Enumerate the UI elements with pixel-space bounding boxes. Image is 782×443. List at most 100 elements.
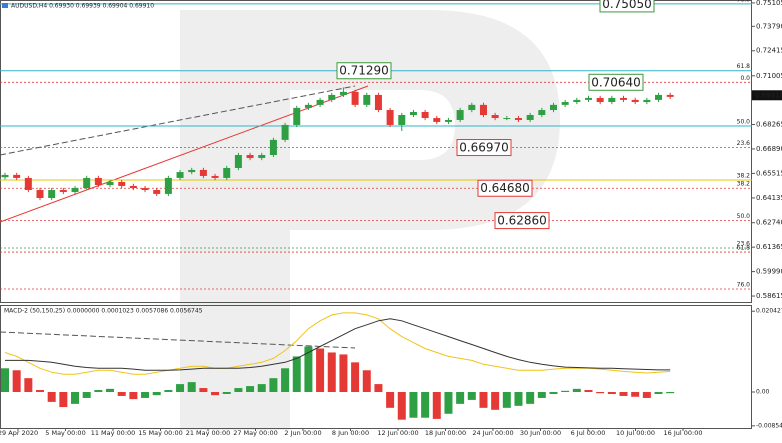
- histogram-bar: [631, 392, 640, 397]
- candle-body: [491, 115, 499, 119]
- histogram-bar: [666, 392, 675, 394]
- candle-body: [596, 97, 604, 103]
- x-tick-label: 27 May 00:00: [233, 429, 278, 437]
- candle-body: [561, 102, 569, 105]
- x-tick-label: 29 Apr 2020: [0, 429, 38, 437]
- x-tick-label: 10 Jul 00:00: [616, 429, 655, 437]
- candle-body: [585, 97, 592, 100]
- candle-body: [258, 154, 266, 159]
- candle-body: [316, 99, 324, 105]
- candle-body: [363, 94, 371, 105]
- candle-body: [643, 99, 651, 103]
- trend-line: [0, 85, 356, 156]
- candle-body: [83, 177, 91, 189]
- price-box-label: 0.71290: [339, 64, 389, 78]
- histogram-bar: [257, 384, 266, 393]
- histogram-bar: [269, 378, 278, 393]
- histogram-bar: [572, 388, 581, 393]
- price-box: [456, 139, 512, 157]
- histogram-bar: [24, 378, 33, 393]
- current-price-label: 0.69910: [755, 91, 782, 99]
- price-box: [599, 0, 655, 13]
- histogram-bar: [281, 368, 290, 393]
- histogram-bar: [12, 370, 21, 393]
- histogram-bar: [537, 392, 546, 398]
- candle-body: [514, 118, 522, 120]
- histogram-bar: [619, 392, 628, 396]
- histogram-bar: [304, 346, 313, 393]
- candle-body: [293, 107, 301, 125]
- candle-body: [409, 111, 417, 116]
- histogram-bar: [584, 390, 593, 393]
- current-price-box: [752, 90, 782, 101]
- chart-header: AUDUSD,H4 0.69930 0.69939 0.69904 0.6991…: [11, 3, 154, 10]
- candle-body: [106, 182, 114, 186]
- candle-body: [13, 174, 21, 178]
- y-tick-label: 0.0204275: [756, 308, 782, 315]
- candle-body: [188, 169, 196, 173]
- histogram-bar: [654, 392, 663, 394]
- x-tick-label: 6 Jul 00:00: [571, 429, 606, 437]
- histogram-bar: [386, 392, 395, 408]
- histogram-bar: [187, 382, 196, 393]
- candle-body: [526, 115, 534, 120]
- histogram-bar: [316, 348, 325, 393]
- x-tick-label: 5 May 00:00: [45, 429, 85, 437]
- x-tick-label: 15 May 00:00: [138, 429, 183, 437]
- histogram-bar: [339, 354, 348, 393]
- candle-body: [1, 174, 9, 178]
- level-label: 61.8: [737, 63, 751, 70]
- candle-body: [211, 175, 219, 178]
- histogram-bar: [106, 388, 115, 393]
- histogram-bar: [502, 392, 511, 408]
- candle-body: [164, 177, 172, 194]
- histogram-bar: [561, 390, 570, 393]
- histogram-bar: [1, 368, 9, 393]
- level-label: 61.8: [737, 245, 751, 252]
- candle-body: [456, 110, 464, 120]
- histogram-bar: [397, 392, 406, 420]
- candle-body: [246, 154, 254, 159]
- candle-body: [199, 169, 207, 176]
- candle-body: [339, 91, 347, 95]
- candle-body: [24, 177, 32, 191]
- candle-body: [94, 177, 102, 186]
- histogram-bar: [596, 392, 605, 394]
- macd-label: MACD-2 (50,150,25) 0.0000000 0.0001023 0…: [4, 308, 203, 315]
- candle-body: [433, 118, 441, 122]
- trend-line: [0, 331, 356, 349]
- y-tick-label: 0.71005: [756, 72, 782, 80]
- macd-frame: [0, 305, 752, 429]
- histogram-bar: [141, 392, 150, 398]
- histogram-bar: [607, 392, 616, 394]
- candle-body: [503, 118, 511, 120]
- level-label: 50.0: [737, 119, 751, 126]
- level-label: 23.6: [737, 240, 751, 247]
- price-box-label: 0.66970: [459, 141, 509, 155]
- price-box: [336, 62, 392, 80]
- candle-body: [573, 99, 581, 103]
- candle-body: [153, 190, 161, 194]
- candle-body: [631, 99, 639, 103]
- watermark: [180, 10, 560, 430]
- x-tick-label: 24 Jun 00:00: [472, 429, 513, 437]
- candle-body: [549, 104, 557, 111]
- histogram-bar: [94, 390, 103, 393]
- candle-body: [444, 119, 452, 122]
- price-box-label: 0.70640: [591, 75, 641, 89]
- histogram-bar: [526, 392, 535, 404]
- y-tick-label: 0.65515: [756, 169, 782, 177]
- candle-body: [223, 167, 231, 178]
- candle-body: [666, 94, 674, 97]
- histogram-bar: [409, 392, 418, 418]
- x-tick-label: 11 May 00:00: [91, 429, 136, 437]
- histogram-bar: [432, 392, 441, 419]
- candle-body: [48, 190, 56, 199]
- candle-body: [36, 190, 44, 199]
- price-box-label: 0.75050: [602, 0, 652, 11]
